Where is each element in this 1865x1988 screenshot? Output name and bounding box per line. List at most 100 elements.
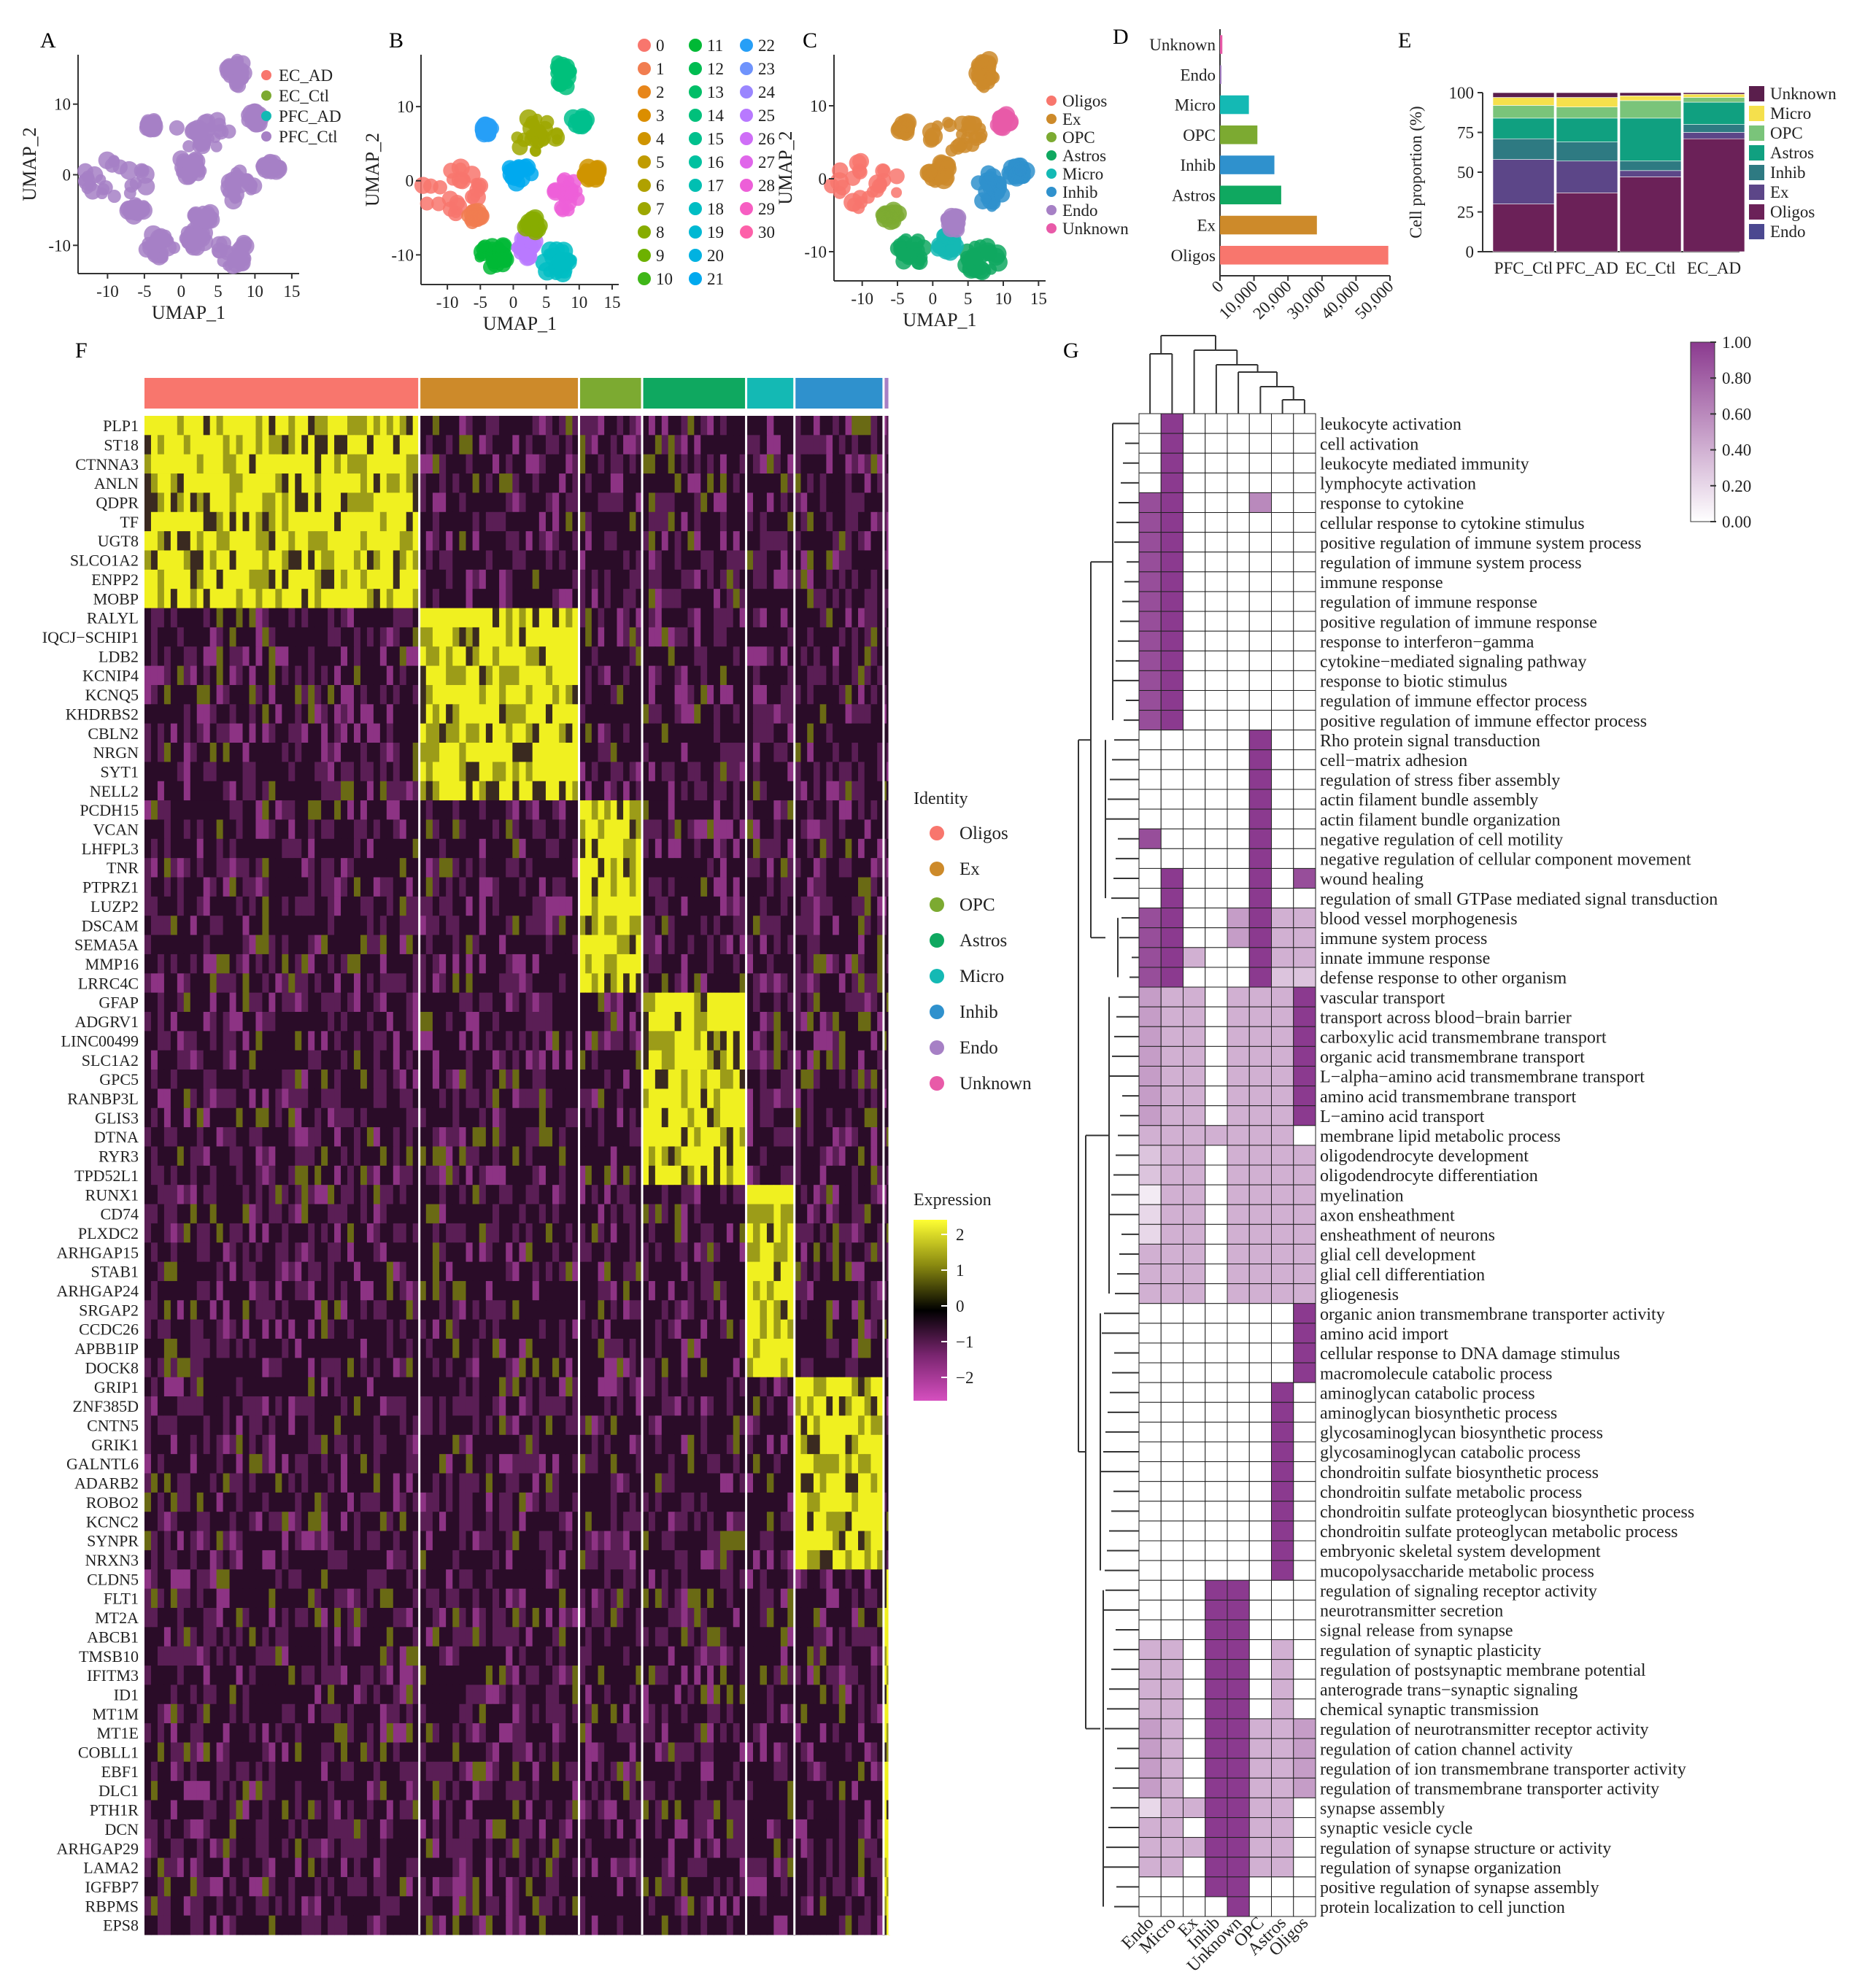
heatmap-cell (229, 589, 237, 608)
heatmap-cell (746, 531, 754, 551)
gene-label: CTNNA3 (75, 455, 139, 473)
heatmap-cell (870, 454, 878, 474)
heatmap-cell (538, 954, 547, 974)
heatmap-cell (733, 684, 741, 705)
heatmap-cell (661, 858, 669, 878)
heatmap-cell (150, 416, 158, 436)
heatmap-cell (610, 608, 618, 628)
heatmap-cell (242, 723, 250, 743)
heatmap-cell (629, 511, 637, 532)
legend-swatch (689, 39, 702, 52)
heatmap-cell (321, 858, 328, 878)
heatmap-cell (714, 954, 721, 974)
heatmap-cell (308, 665, 315, 686)
heatmap-cell (585, 858, 592, 878)
heatmap-cell (282, 589, 289, 608)
heatmap-cell (485, 819, 493, 840)
heatmap-cell (328, 838, 335, 859)
heatmap-cell (858, 550, 865, 571)
legend-swatch (638, 225, 651, 239)
heatmap-cell (674, 973, 682, 994)
heatmap-cell (321, 454, 328, 474)
umap-point (95, 174, 107, 185)
heatmap-cell (661, 492, 669, 513)
heatmap-cell (492, 608, 500, 628)
legend-label: Ex (1062, 110, 1081, 128)
heatmap-cell (525, 743, 533, 762)
heatmap-cell (813, 704, 821, 724)
heatmap-cell (419, 416, 427, 436)
heatmap-cell (295, 723, 302, 743)
heatmap-cell (353, 646, 361, 667)
legend-label: 1 (656, 60, 665, 78)
heatmap-cell (661, 454, 669, 474)
heatmap-cell (203, 762, 211, 782)
heatmap-cell (807, 973, 814, 994)
heatmap-cell (485, 492, 493, 513)
heatmap-cell (157, 511, 165, 532)
heatmap-cell (203, 569, 211, 589)
umap-point (474, 121, 493, 140)
heatmap-cell (787, 531, 795, 551)
y-tick-label: 0 (819, 170, 827, 188)
heatmap-cell (585, 435, 592, 455)
heatmap-cell (559, 992, 566, 1013)
heatmap-cell (813, 646, 821, 667)
heatmap-cell (648, 819, 656, 840)
heatmap-cell (617, 511, 624, 532)
heatmap-cell (472, 896, 480, 916)
heatmap-row (144, 473, 890, 493)
heatmap-cell (485, 762, 493, 782)
heatmap-cell (726, 416, 734, 436)
heatmap-cell (506, 511, 513, 532)
heatmap-cell (275, 743, 282, 762)
heatmap-cell (700, 454, 708, 474)
heatmap-cell (393, 454, 401, 474)
heatmap-cell (694, 743, 701, 762)
heatmap-cell (432, 646, 440, 667)
heatmap-cell (366, 838, 374, 859)
heatmap-cell (499, 684, 506, 705)
heatmap-cell (144, 781, 152, 801)
heatmap-cell (275, 589, 282, 608)
heatmap-cell (353, 800, 361, 820)
heatmap-cell (760, 954, 768, 974)
legend-label: PFC_Ctl (279, 128, 338, 146)
heatmap-cell (565, 569, 574, 589)
heatmap-cell (707, 896, 714, 916)
heatmap-cell (726, 569, 734, 589)
heatmap-cell (459, 704, 467, 724)
heatmap-cell (373, 992, 381, 1013)
umap-point (151, 117, 163, 130)
heatmap-cell (687, 954, 695, 974)
x-tick-label: -5 (474, 293, 487, 312)
heatmap-cell (525, 665, 533, 686)
legend-label: 22 (758, 36, 775, 55)
umap-point (551, 59, 571, 79)
heatmap-cell (538, 684, 547, 705)
heatmap-cell (629, 646, 637, 667)
heatmap-cell (157, 589, 165, 608)
heatmap-row (144, 608, 890, 628)
heatmap-cell (459, 492, 467, 513)
heatmap-cell (157, 608, 165, 628)
heatmap-cell (733, 608, 741, 628)
heatmap-cell (366, 896, 374, 916)
heatmap-cell (492, 935, 500, 955)
umap-cluster (824, 152, 905, 214)
heatmap-cell (506, 992, 513, 1013)
heatmap-cell (864, 954, 872, 974)
heatmap-cell (328, 704, 335, 724)
heatmap-cell (308, 762, 315, 782)
heatmap-cell (386, 704, 394, 724)
heatmap-cell (787, 511, 795, 532)
heatmap-cell (585, 608, 592, 628)
heatmap-cell (432, 684, 440, 705)
heatmap-cell (223, 762, 231, 782)
legend-swatch (261, 131, 271, 142)
heatmap-cell (780, 781, 788, 801)
heatmap-cell (604, 608, 611, 628)
heatmap-cell (545, 935, 553, 955)
heatmap-cell (838, 704, 846, 724)
heatmap-cell (459, 608, 467, 628)
